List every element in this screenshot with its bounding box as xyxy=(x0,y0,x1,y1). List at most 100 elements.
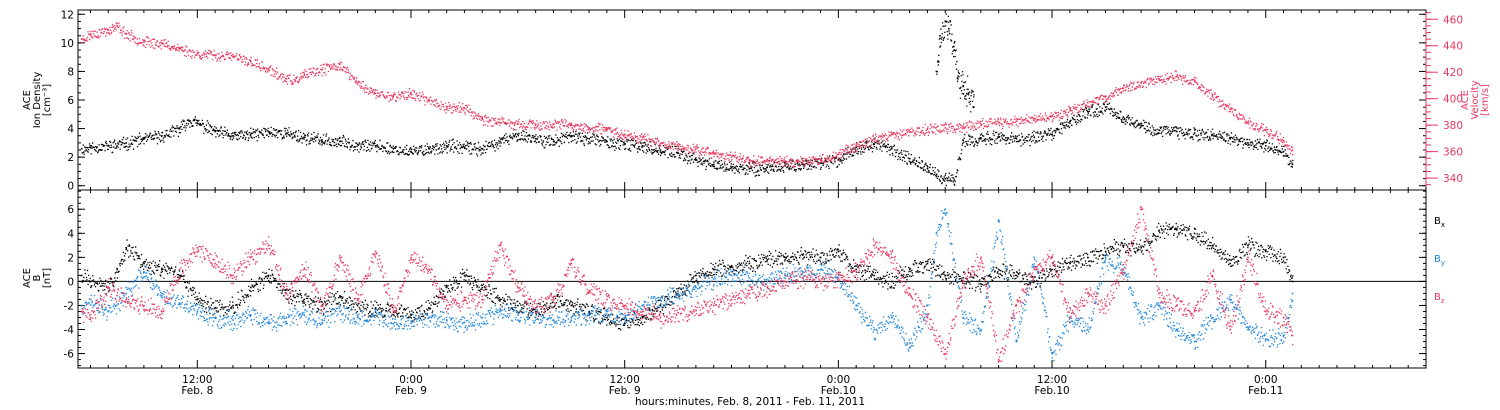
ion-density-series-point xyxy=(481,147,484,150)
by-series-point xyxy=(1051,352,1053,355)
velocity-series-point xyxy=(517,123,519,125)
bz-series-point xyxy=(980,256,982,259)
by-series-point xyxy=(321,319,323,321)
bx-series-point xyxy=(1176,229,1178,231)
bz-series-point xyxy=(962,280,964,283)
bx-series-point xyxy=(303,298,306,301)
by-series-point xyxy=(730,274,733,277)
bx-series-point xyxy=(641,316,644,319)
by-series-point xyxy=(1140,316,1142,319)
bz-series-point xyxy=(107,286,110,289)
by-series-point xyxy=(178,302,181,304)
bz-series-point xyxy=(730,298,733,301)
by-series-point xyxy=(463,321,466,324)
by-series-point xyxy=(873,328,875,331)
ion-density-series-point xyxy=(1176,130,1178,133)
ion-density-series xyxy=(80,101,1294,187)
bx-series-point xyxy=(802,254,804,256)
velocity-series-point xyxy=(410,92,412,95)
bx-series-point xyxy=(748,262,751,265)
by-series-point xyxy=(855,304,858,307)
bz-series-point xyxy=(641,310,644,313)
ion-density-series-point xyxy=(997,136,1000,138)
bx-series-point xyxy=(374,307,377,309)
velocity-series-point xyxy=(1051,115,1053,117)
bz-series-point xyxy=(1087,292,1089,295)
field-axis-tick-label: -6 xyxy=(64,349,75,361)
velocity-series-point xyxy=(1247,121,1249,124)
velocity-series-point xyxy=(802,160,804,162)
velocity-series-point xyxy=(659,143,662,145)
bx-series-point xyxy=(1033,280,1036,283)
ion-density-series-point xyxy=(784,165,786,167)
ion-density-series-point xyxy=(285,132,288,134)
velocity-series-point xyxy=(1122,87,1125,89)
bz-series-point xyxy=(624,304,626,307)
bz-series-point xyxy=(214,262,216,265)
ion-density-series-point xyxy=(1140,125,1142,127)
ion-density-series-point xyxy=(89,146,92,148)
velocity-series-point xyxy=(1104,95,1107,97)
ion-density-series-point xyxy=(1265,145,1267,147)
ion-density-series-point xyxy=(499,140,501,143)
bz-series-point xyxy=(125,298,127,301)
velocity-series-point xyxy=(428,99,430,101)
ion-density-series-point xyxy=(339,140,341,143)
bz-series-point xyxy=(534,307,537,309)
velocity-series-point xyxy=(1291,149,1294,152)
velocity-tick-label: 380 xyxy=(1443,120,1463,132)
x-tick-date: Feb.10 xyxy=(821,385,856,397)
legend-entry-base: B xyxy=(1434,254,1441,265)
bz-series-point xyxy=(944,352,947,355)
by-series-point xyxy=(428,316,430,319)
velocity-series-point xyxy=(1211,95,1214,97)
ion-density-series-point xyxy=(891,147,893,150)
by-series-point xyxy=(1282,334,1285,337)
by-series-point xyxy=(997,220,1000,223)
velocity-series-point xyxy=(944,127,947,129)
density-axis-tick-label: 12 xyxy=(61,9,74,21)
ion-density-series-point xyxy=(1193,132,1196,134)
by-series-point xyxy=(1087,328,1089,331)
ion-density-series-point xyxy=(713,163,715,166)
ion-density-series-point xyxy=(730,166,733,168)
bz-series-point xyxy=(1193,310,1196,313)
velocity-series-point xyxy=(1176,75,1178,78)
by-series-point xyxy=(935,232,938,235)
bz-series-point xyxy=(1104,304,1107,307)
bz-series-point xyxy=(1229,328,1231,331)
ion-density-spike-point xyxy=(973,106,975,108)
ion-density-series-point xyxy=(178,127,181,130)
by-series-point xyxy=(926,304,929,307)
velocity-series-point xyxy=(784,160,786,162)
bx-series-point xyxy=(116,268,119,271)
bx-series-point xyxy=(891,280,893,283)
by-series-point xyxy=(214,316,216,319)
bz-series-point xyxy=(178,268,181,271)
ion-density-series-point xyxy=(232,135,234,137)
velocity-series-point xyxy=(214,54,216,56)
bz-series-point xyxy=(410,256,412,259)
bz-series-point xyxy=(303,268,306,271)
x-tick-date: Feb. 8 xyxy=(181,385,213,397)
bz-series-point xyxy=(677,312,679,314)
by-series-point xyxy=(908,346,911,349)
by-series-point xyxy=(80,304,83,307)
density-axis-tick-label: 8 xyxy=(67,66,74,78)
bx-series-point xyxy=(214,307,216,309)
bz-series-point xyxy=(267,244,270,247)
bx-series-point xyxy=(499,298,501,301)
ion-density-series-points xyxy=(81,101,1294,187)
velocity-tick-label: 440 xyxy=(1443,41,1463,53)
legend-entry-sub: x xyxy=(1441,221,1445,229)
ion-density-series-point xyxy=(374,145,377,147)
bx-series-point xyxy=(1247,244,1249,247)
by-series-point xyxy=(980,328,982,331)
velocity-series xyxy=(80,22,1294,168)
by-series-point xyxy=(267,322,270,325)
velocity-tick-label: 340 xyxy=(1443,173,1463,185)
velocity-series-point xyxy=(552,123,555,125)
velocity-series-point xyxy=(321,68,323,71)
ion-density-series-point xyxy=(980,137,982,140)
